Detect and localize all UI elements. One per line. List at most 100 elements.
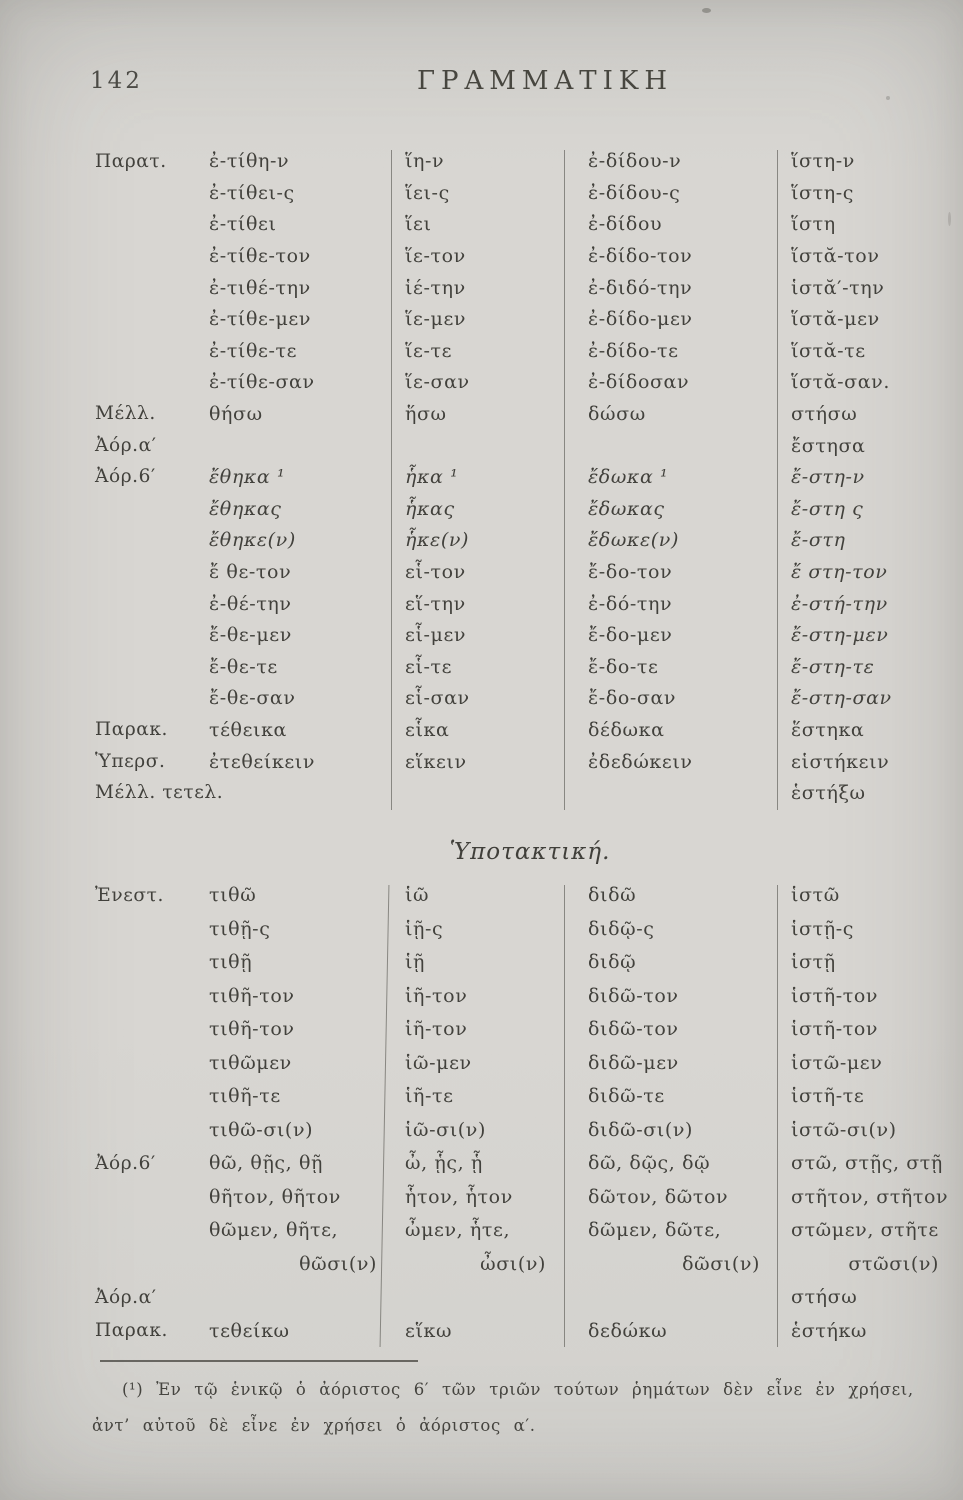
verb-form-cell: στήσω [791, 1286, 858, 1309]
tense-label: Ἀόρ.6′ [95, 1152, 156, 1174]
verb-form-cell: ὦ, ᾗς, ᾗ [405, 1152, 483, 1175]
verb-form-cell: ἔ-δο-σαν [588, 687, 677, 710]
table-row: ἔ θε-τον εἷ-τον ἔ-δο-τον ἔ στη-τον [87, 557, 953, 589]
verb-form-cell: θῆτον, θῆτον [209, 1185, 341, 1208]
verb-form-cell: ἐ-δίδοσαν [588, 371, 690, 394]
table-row: ἐ-τίθε-σαν ἵε-σαν ἐ-δίδοσαν ἵστᾰ-σαν. [87, 367, 953, 399]
verb-form-cell: τιθῇ-ς [209, 917, 271, 940]
verb-form-cell: ἱῆ-τον [405, 984, 468, 1007]
verb-form-cell: ἱῇ-ς [405, 917, 444, 940]
verb-form-cell: ἐ-δίδο-τον [588, 245, 693, 268]
verb-form-cell: δεδώκω [588, 1319, 668, 1342]
verb-form-cell: ἥσω [405, 403, 447, 426]
verb-form-cell: ἵστᾰ-τε [791, 339, 866, 362]
verb-form-cell: ἵστη-ν [791, 150, 855, 173]
table-row: ἐ-τίθει ἵει ἐ-δίδου ἵστη [87, 209, 953, 241]
table-row: Ἀόρ.6′ θῶ, θῇς, θῇ ὦ, ᾗς, ᾗ δῶ, δῷς, δῷ στῶ,… [87, 1147, 953, 1181]
verb-form-cell: ἔ-στη-σαν [791, 687, 892, 710]
verb-form-cell: ἱῶ-σι(ν) [405, 1118, 486, 1141]
scan-artifact [948, 212, 951, 226]
verb-form-cell: ἱῶ-μεν [405, 1051, 472, 1074]
verb-form-cell: ἐ-τίθει [209, 213, 277, 236]
verb-form-cell: τεθείκω [209, 1319, 290, 1342]
verb-form-cell: τιθῆ-τε [209, 1085, 281, 1108]
verb-form-cell: στήσω [791, 403, 858, 426]
verb-form-cell: στῶμεν, στῆτε [791, 1219, 939, 1242]
verb-form-cell: ἱστῇ [791, 951, 836, 974]
verb-form-cell: ἧκε(ν) [405, 529, 470, 552]
table-row: τιθῇ-ς ἱῇ-ς διδῷ-ς ἱστῇ-ς [87, 913, 953, 947]
verb-form-cell: διδῶ-τε [588, 1085, 665, 1108]
verb-form-cell: ἑστήξω [791, 782, 866, 805]
verb-form-cell: ἔ-στη ς [791, 497, 864, 520]
verb-form-cell: ἱῇ [405, 951, 426, 974]
verb-form-cell: ἐ-δίδου-ν [588, 150, 682, 173]
verb-form-cell: τιθῶ-σι(ν) [209, 1118, 314, 1141]
verb-form-cell: εἱστήκειν [791, 750, 890, 773]
verb-form-cell: τιθῶμεν [209, 1051, 292, 1074]
indicative-table: Παρατ. ἐ-τίθη-ν ἵη-ν ἐ-δίδου-ν ἵστη-ν ἐ-τίθει… [87, 146, 953, 810]
verb-form-cell: ἐ-τίθε-μεν [209, 308, 312, 331]
verb-form-cell: ἐ-διδό-την [588, 276, 693, 299]
verb-form-cell: ἔθηκα ¹ [209, 466, 286, 489]
verb-form-cell: ἔ-δο-τε [588, 655, 659, 678]
verb-form-cell: εἵ-την [405, 592, 466, 615]
verb-form-cell: ἵστη-ς [791, 181, 854, 204]
verb-form-cell: στῶσι(ν) [848, 1252, 939, 1275]
verb-form-cell: θήσω [209, 403, 263, 426]
verb-form-cell: τιθῆ-τον [209, 1018, 295, 1041]
verb-form-cell: ἱῆ-τε [405, 1085, 454, 1108]
verb-form-cell: ἔθηκε(ν) [209, 529, 296, 552]
verb-form-cell: ἵει [405, 213, 432, 236]
verb-form-cell: δῶ, δῷς, δῷ [588, 1152, 711, 1175]
verb-form-cell: διδῶ-σι(ν) [588, 1118, 694, 1141]
verb-form-cell: ἱστῆ-τον [791, 984, 879, 1007]
table-row: ἐ-τίθει-ς ἵει-ς ἐ-δίδου-ς ἵστη-ς [87, 178, 953, 210]
verb-form-cell: ἐ-δίδου [588, 213, 663, 236]
column-divider [777, 885, 779, 1347]
table-row: ἐ-τίθε-τε ἵε-τε ἐ-δίδο-τε ἵστᾰ-τε [87, 336, 953, 368]
verb-form-cell: ἔ-στη-ν [791, 466, 865, 489]
footnote-rule [100, 1360, 418, 1362]
subjunctive-rows: Ἐνεστ. τιθῶ ἱῶ διδῶ ἱστῶ τιθῇ-ς ἱῇ-ς διδῷ-ς ἱστῇ… [87, 879, 953, 1348]
verb-form-cell: διδῶ-μεν [588, 1051, 679, 1074]
verb-form-cell: στῆτον, στῆτον [791, 1185, 949, 1208]
page-title: ΓΡΑΜΜΑΤΙΚΗ [416, 66, 674, 96]
table-row: τιθῆ-τε ἱῆ-τε διδῶ-τε ἱστῆ-τε [87, 1080, 953, 1114]
tense-label: Παρακ. [95, 719, 169, 741]
verb-form-cell: ἱστῇ-ς [791, 917, 854, 940]
table-row: ἐ-τίθε-μεν ἵε-μεν ἐ-δίδο-μεν ἵστᾰ-μεν [87, 304, 953, 336]
verb-form-cell: ὦμεν, ἧτε, [405, 1219, 511, 1242]
table-row: Ἀόρ.α′ ἔστησα [87, 430, 953, 462]
verb-form-cell: δῶμεν, δῶτε, [588, 1219, 722, 1242]
table-row: ἔθηκε(ν) ἧκε(ν) ἔδωκε(ν) ἔ-στη [87, 525, 953, 557]
tense-label: Ἀόρ.α′ [95, 1286, 157, 1308]
verb-form-cell: ἱῆ-τον [405, 1018, 468, 1041]
verb-form-cell: ἐ-τίθε-τε [209, 339, 298, 362]
tense-label: Μέλλ. τετελ. [95, 782, 224, 804]
verb-form-cell: ἐτεθείκειν [209, 750, 316, 773]
table-row: Παρακ. τεθείκω εἵκω δεδώκω ἑστήκω [87, 1315, 953, 1349]
verb-form-cell: ἔ στη-τον [791, 561, 888, 584]
table-row: τιθῆ-τον ἱῆ-τον διδῶ-τον ἱστῆ-τον [87, 980, 953, 1014]
verb-form-cell: στῶ, στῇς, στῇ [791, 1152, 943, 1175]
table-row: Μέλλ. τετελ. ἑστήξω [87, 778, 953, 810]
verb-form-cell: ἔ-θε-σαν [209, 687, 296, 710]
indicative-rows: Παρατ. ἐ-τίθη-ν ἵη-ν ἐ-δίδου-ν ἵστη-ν ἐ-τίθει… [87, 146, 953, 809]
verb-form-cell: εἷ-μεν [405, 624, 467, 647]
verb-form-cell: ἱστῶ [791, 884, 840, 907]
verb-form-cell: ἐ-τίθε-σαν [209, 371, 315, 394]
scan-artifact [886, 96, 890, 100]
page-number: 142 [90, 68, 143, 94]
verb-form-cell: ἧκας [405, 497, 455, 520]
footnote-line: (¹) Ἐν τῷ ἑνικῷ ὁ ἀόριστος 6′ τῶν τριῶν … [122, 1380, 914, 1399]
verb-form-cell: ἱῶ [405, 884, 430, 907]
verb-form-cell: ἔ-δο-μεν [588, 624, 673, 647]
table-row: θῶμεν, θῆτε, ὦμεν, ἧτε, δῶμεν, δῶτε, στῶμεν… [87, 1214, 953, 1248]
verb-form-cell: ἵε-σαν [405, 371, 470, 394]
verb-form-cell: διδῶ-τον [588, 984, 679, 1007]
verb-form-cell: ἱέ-την [405, 276, 466, 299]
verb-form-cell: ἔδωκε(ν) [588, 529, 679, 552]
verb-form-cell: δέδωκα [588, 718, 665, 741]
verb-form-cell: ἔ-στη-τε [791, 655, 875, 678]
